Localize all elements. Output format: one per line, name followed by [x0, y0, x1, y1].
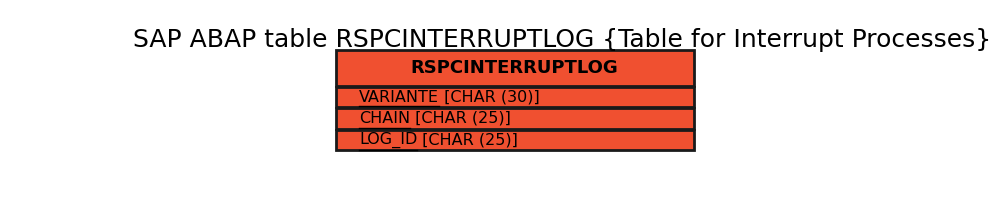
Text: RSPCINTERRUPTLOG: RSPCINTERRUPTLOG [410, 59, 618, 77]
FancyBboxPatch shape [335, 50, 693, 86]
Text: [CHAR (25)]: [CHAR (25)] [409, 111, 511, 126]
Text: SAP ABAP table RSPCINTERRUPTLOG {Table for Interrupt Processes}: SAP ABAP table RSPCINTERRUPTLOG {Table f… [133, 28, 991, 53]
Text: [CHAR (25)]: [CHAR (25)] [417, 133, 518, 147]
FancyBboxPatch shape [335, 130, 693, 150]
Text: [CHAR (30)]: [CHAR (30)] [438, 90, 540, 104]
Text: VARIANTE: VARIANTE [359, 90, 438, 104]
Text: CHAIN: CHAIN [359, 111, 409, 126]
FancyBboxPatch shape [335, 108, 693, 129]
Text: LOG_ID: LOG_ID [359, 132, 417, 148]
FancyBboxPatch shape [335, 87, 693, 107]
